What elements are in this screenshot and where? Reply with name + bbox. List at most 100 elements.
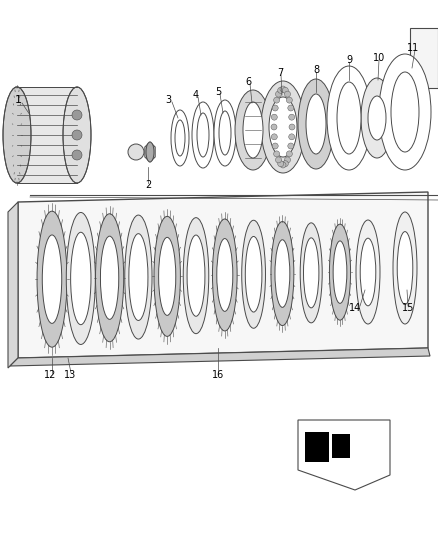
- Ellipse shape: [356, 220, 380, 324]
- Polygon shape: [298, 420, 390, 490]
- Ellipse shape: [146, 142, 154, 162]
- Ellipse shape: [95, 214, 124, 342]
- Text: 8: 8: [313, 65, 319, 75]
- Ellipse shape: [63, 87, 91, 183]
- Ellipse shape: [3, 87, 31, 183]
- Ellipse shape: [360, 238, 376, 306]
- Text: 4: 4: [193, 90, 199, 100]
- Ellipse shape: [261, 81, 305, 173]
- Ellipse shape: [212, 219, 237, 331]
- Ellipse shape: [397, 232, 413, 304]
- Ellipse shape: [245, 237, 262, 312]
- Circle shape: [272, 105, 278, 111]
- Text: 7: 7: [277, 68, 283, 78]
- Ellipse shape: [306, 94, 326, 154]
- Polygon shape: [18, 192, 428, 358]
- Circle shape: [276, 157, 282, 163]
- Circle shape: [72, 110, 82, 120]
- Bar: [410, 28, 438, 88]
- Ellipse shape: [361, 78, 393, 158]
- Ellipse shape: [175, 120, 185, 156]
- Ellipse shape: [66, 213, 95, 344]
- Ellipse shape: [183, 217, 209, 334]
- Bar: [332, 434, 350, 458]
- Text: 16: 16: [212, 370, 224, 380]
- Polygon shape: [17, 87, 77, 183]
- Polygon shape: [145, 142, 155, 162]
- Ellipse shape: [171, 110, 189, 166]
- Ellipse shape: [192, 102, 214, 168]
- Text: 13: 13: [64, 370, 76, 380]
- Polygon shape: [8, 202, 18, 368]
- Text: 6: 6: [245, 77, 251, 87]
- Text: 15: 15: [402, 303, 414, 313]
- Circle shape: [283, 87, 288, 93]
- Ellipse shape: [71, 232, 91, 325]
- Ellipse shape: [304, 238, 319, 308]
- Ellipse shape: [300, 223, 322, 323]
- Circle shape: [288, 143, 294, 149]
- Circle shape: [286, 151, 292, 157]
- Ellipse shape: [243, 102, 263, 158]
- Text: 10: 10: [373, 53, 385, 63]
- Ellipse shape: [298, 79, 334, 169]
- Ellipse shape: [327, 66, 371, 170]
- Ellipse shape: [329, 224, 350, 320]
- Ellipse shape: [100, 236, 119, 319]
- Circle shape: [285, 157, 290, 163]
- Circle shape: [274, 151, 279, 157]
- Ellipse shape: [159, 237, 176, 316]
- Circle shape: [288, 105, 294, 111]
- Ellipse shape: [37, 211, 67, 347]
- Circle shape: [280, 162, 286, 168]
- Circle shape: [283, 161, 288, 167]
- Ellipse shape: [242, 220, 265, 328]
- Ellipse shape: [154, 216, 180, 336]
- Text: 14: 14: [349, 303, 361, 313]
- Text: 5: 5: [215, 87, 221, 97]
- Ellipse shape: [214, 100, 236, 166]
- Circle shape: [289, 114, 295, 120]
- Ellipse shape: [379, 54, 431, 170]
- Ellipse shape: [219, 111, 231, 155]
- Circle shape: [272, 143, 278, 149]
- Text: 2: 2: [145, 180, 151, 190]
- Ellipse shape: [197, 113, 209, 157]
- Circle shape: [271, 134, 277, 140]
- Ellipse shape: [187, 235, 205, 316]
- Ellipse shape: [128, 144, 144, 160]
- Ellipse shape: [235, 90, 271, 170]
- Text: 12: 12: [44, 370, 56, 380]
- Text: 11: 11: [407, 43, 419, 53]
- Circle shape: [72, 150, 82, 160]
- Ellipse shape: [391, 72, 419, 152]
- Circle shape: [278, 87, 284, 93]
- Circle shape: [72, 130, 82, 140]
- Circle shape: [280, 86, 286, 92]
- Text: 9: 9: [346, 55, 352, 65]
- Ellipse shape: [271, 222, 294, 326]
- Text: 1: 1: [14, 95, 21, 105]
- Circle shape: [274, 97, 279, 103]
- Ellipse shape: [269, 97, 297, 157]
- Text: 3: 3: [165, 95, 171, 105]
- Ellipse shape: [333, 241, 347, 303]
- Circle shape: [276, 91, 282, 97]
- Ellipse shape: [337, 82, 361, 154]
- Polygon shape: [10, 348, 430, 366]
- Circle shape: [286, 97, 292, 103]
- Circle shape: [278, 161, 284, 167]
- Circle shape: [285, 91, 290, 97]
- Circle shape: [289, 124, 295, 130]
- Bar: [305, 432, 329, 462]
- Ellipse shape: [368, 96, 386, 140]
- Circle shape: [271, 114, 277, 120]
- Ellipse shape: [393, 212, 417, 324]
- Ellipse shape: [275, 240, 290, 308]
- Ellipse shape: [217, 239, 233, 311]
- Ellipse shape: [42, 235, 62, 324]
- Ellipse shape: [129, 233, 148, 320]
- Circle shape: [271, 124, 277, 130]
- Ellipse shape: [125, 215, 152, 339]
- Circle shape: [289, 134, 295, 140]
